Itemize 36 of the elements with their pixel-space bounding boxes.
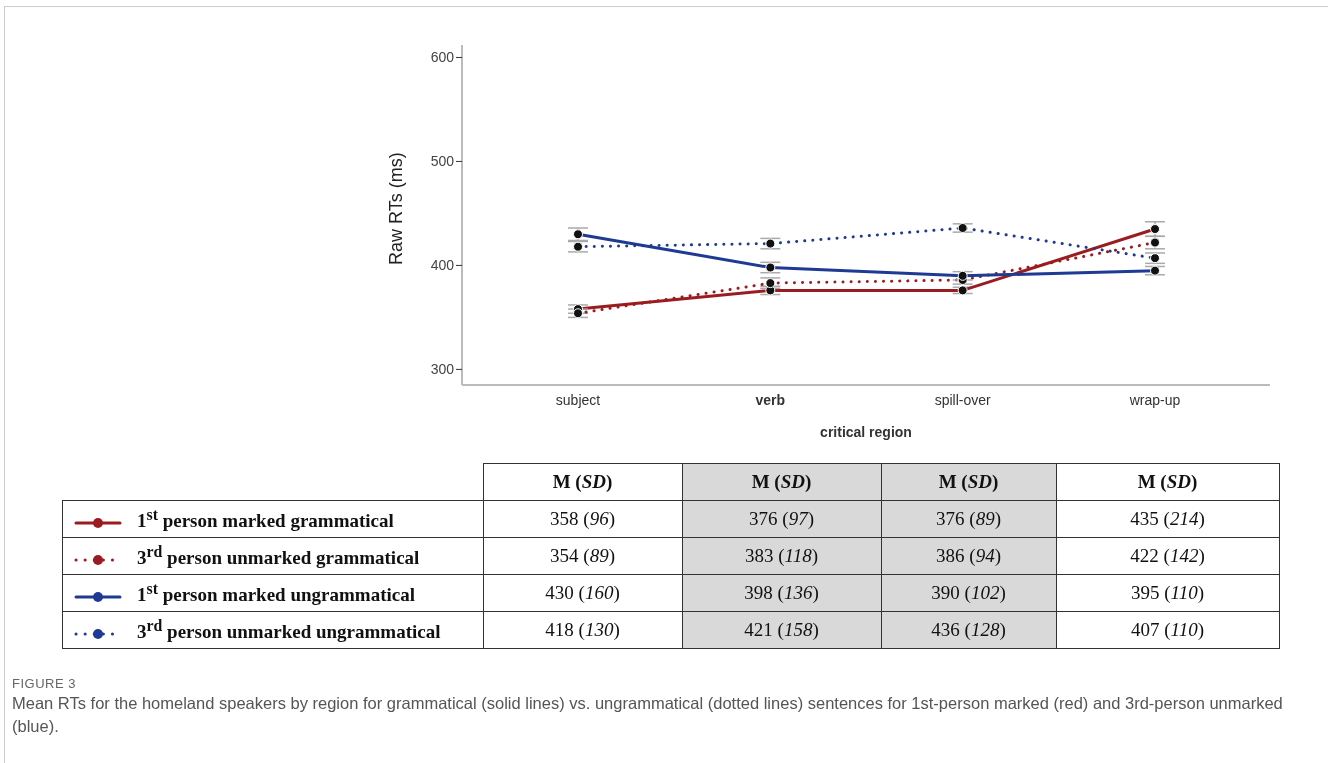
data-label: 430 (160) bbox=[545, 582, 620, 603]
data-label: 398 (136) bbox=[744, 582, 819, 603]
legend-label: 1$^{st}$ person marked ungrammatical bbox=[137, 579, 415, 606]
caption: FIGURE 3 bbox=[12, 676, 76, 691]
data-label: 418 (130) bbox=[545, 619, 620, 640]
x-tick-label: spill-over bbox=[934, 392, 992, 408]
data-label: 376 (89) bbox=[936, 508, 1001, 529]
data-label: 436 (128) bbox=[931, 619, 1006, 640]
legend-label: 3$^{rd}$ person unmarked ungrammatical bbox=[137, 616, 441, 643]
y-tick-label: 400 bbox=[430, 257, 455, 274]
y-tick-label: 600 bbox=[430, 49, 455, 66]
text: M (SD) bbox=[938, 471, 999, 492]
data-label: 407 (110) bbox=[1131, 619, 1204, 640]
text: Mean RTs for the homeland speakers by region for grammatical (solid lines) vs. ungrammatical (dotted lines) sentences for 1st-person marked (red) and 3rd-person unmarked (blue). bbox=[12, 693, 1284, 737]
data-label: 435 (214) bbox=[1130, 508, 1205, 529]
text: M (SD) bbox=[552, 471, 613, 492]
x-tick-label: wrap-up bbox=[1128, 392, 1181, 408]
data-label: 422 (142) bbox=[1130, 545, 1205, 566]
text: M (SD) bbox=[751, 471, 812, 492]
data-label: 383 (118) bbox=[745, 545, 818, 566]
legend-label: 1$^{st}$ person marked grammatical bbox=[137, 505, 394, 532]
data-label: 354 (89) bbox=[550, 545, 615, 566]
data-label: 421 (158) bbox=[744, 619, 819, 640]
data-label: 390 (102) bbox=[931, 582, 1006, 603]
legend-label: 3$^{rd}$ person unmarked grammatical bbox=[137, 542, 420, 569]
y-axis-title: Raw RTs (ms) bbox=[386, 152, 407, 265]
data-label: 358 (96) bbox=[550, 508, 615, 529]
x-axis-title: critical region bbox=[820, 424, 912, 440]
data-label: 386 (94) bbox=[936, 545, 1001, 566]
data-label: 376 (97) bbox=[749, 508, 814, 529]
x-tick-label: subject bbox=[555, 392, 601, 408]
text: M (SD) bbox=[1137, 471, 1198, 492]
y-tick-label: 300 bbox=[430, 361, 455, 378]
data-label: 395 (110) bbox=[1131, 582, 1204, 603]
x-tick-label: verb bbox=[755, 392, 786, 408]
y-tick-label: 500 bbox=[430, 153, 455, 170]
